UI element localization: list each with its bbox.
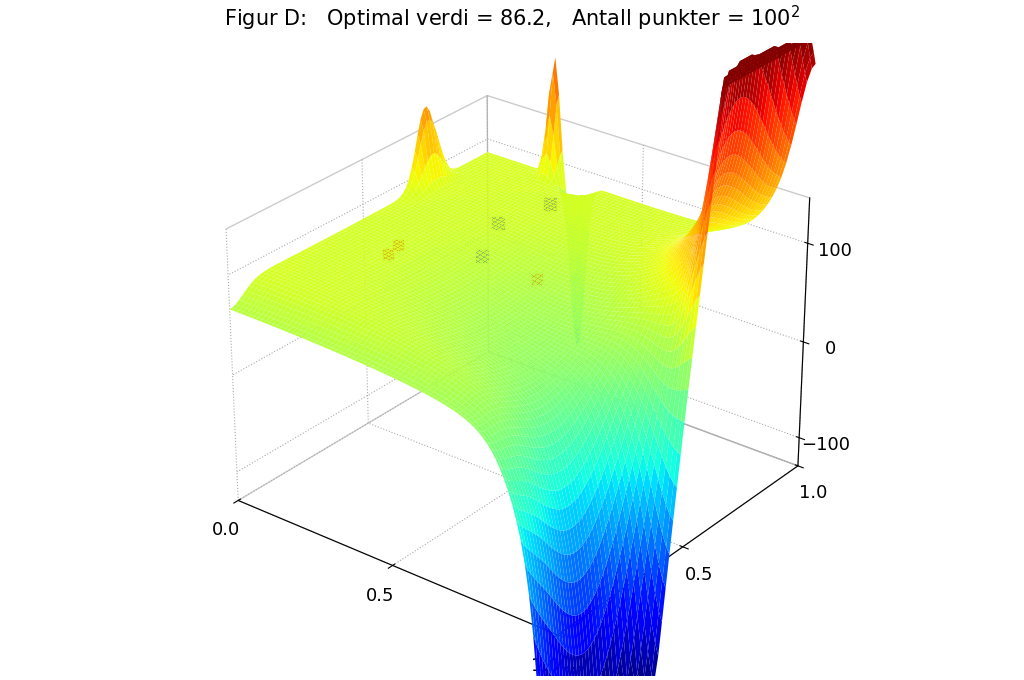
Title: Figur D:   Optimal verdi = 86.2,   Antall punkter = 100$^2$: Figur D: Optimal verdi = 86.2, Antall pu… — [224, 4, 800, 33]
